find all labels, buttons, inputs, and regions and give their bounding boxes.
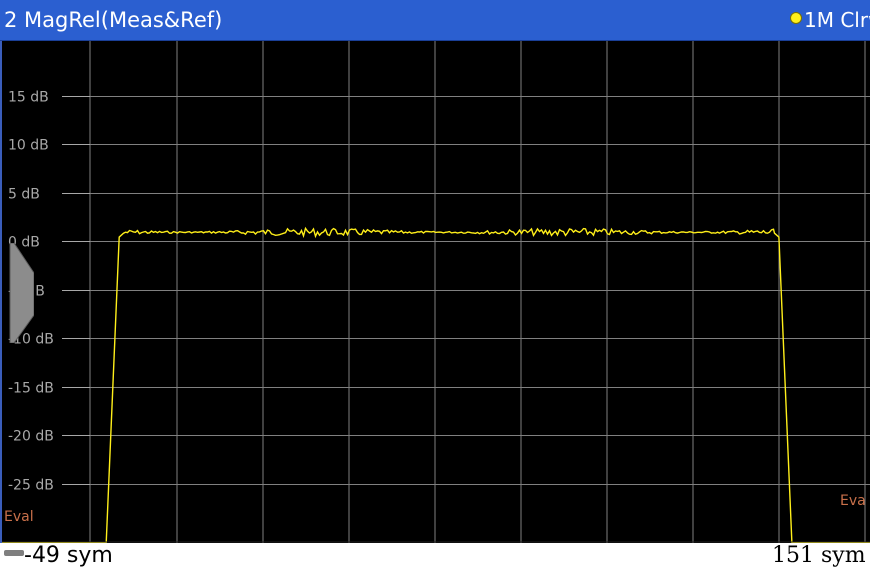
window-title-bar[interactable]: 2 MagRel(Meas&Ref) 1M Clrw [0, 0, 870, 41]
eval-right-label: Eva [840, 493, 866, 509]
y-tick-label-0: 15 dB [8, 90, 49, 106]
bottom-tab-icon[interactable] [4, 550, 24, 556]
trace-indicator-icon [790, 12, 802, 24]
trace-label: 1M Clrw [804, 8, 870, 32]
x-axis-start-label: -49 sym [24, 544, 113, 568]
x-axis-stop-label: 151 sym [772, 544, 866, 568]
y-tick-label-2: 5 dB [8, 187, 40, 203]
y-tick-label-8: -25 dB [8, 478, 54, 494]
y-tick-label-1: 10 dB [8, 138, 49, 154]
y-tick-label-6: -15 dB [8, 381, 54, 397]
eval-left-label: Eval [4, 509, 34, 525]
x-axis-bar [0, 543, 870, 568]
trace-line [2, 228, 870, 543]
y-tick-label-7: -20 dB [8, 429, 54, 445]
side-scroll-handle[interactable] [0, 243, 34, 343]
window-title: 2 MagRel(Meas&Ref) [4, 8, 222, 32]
